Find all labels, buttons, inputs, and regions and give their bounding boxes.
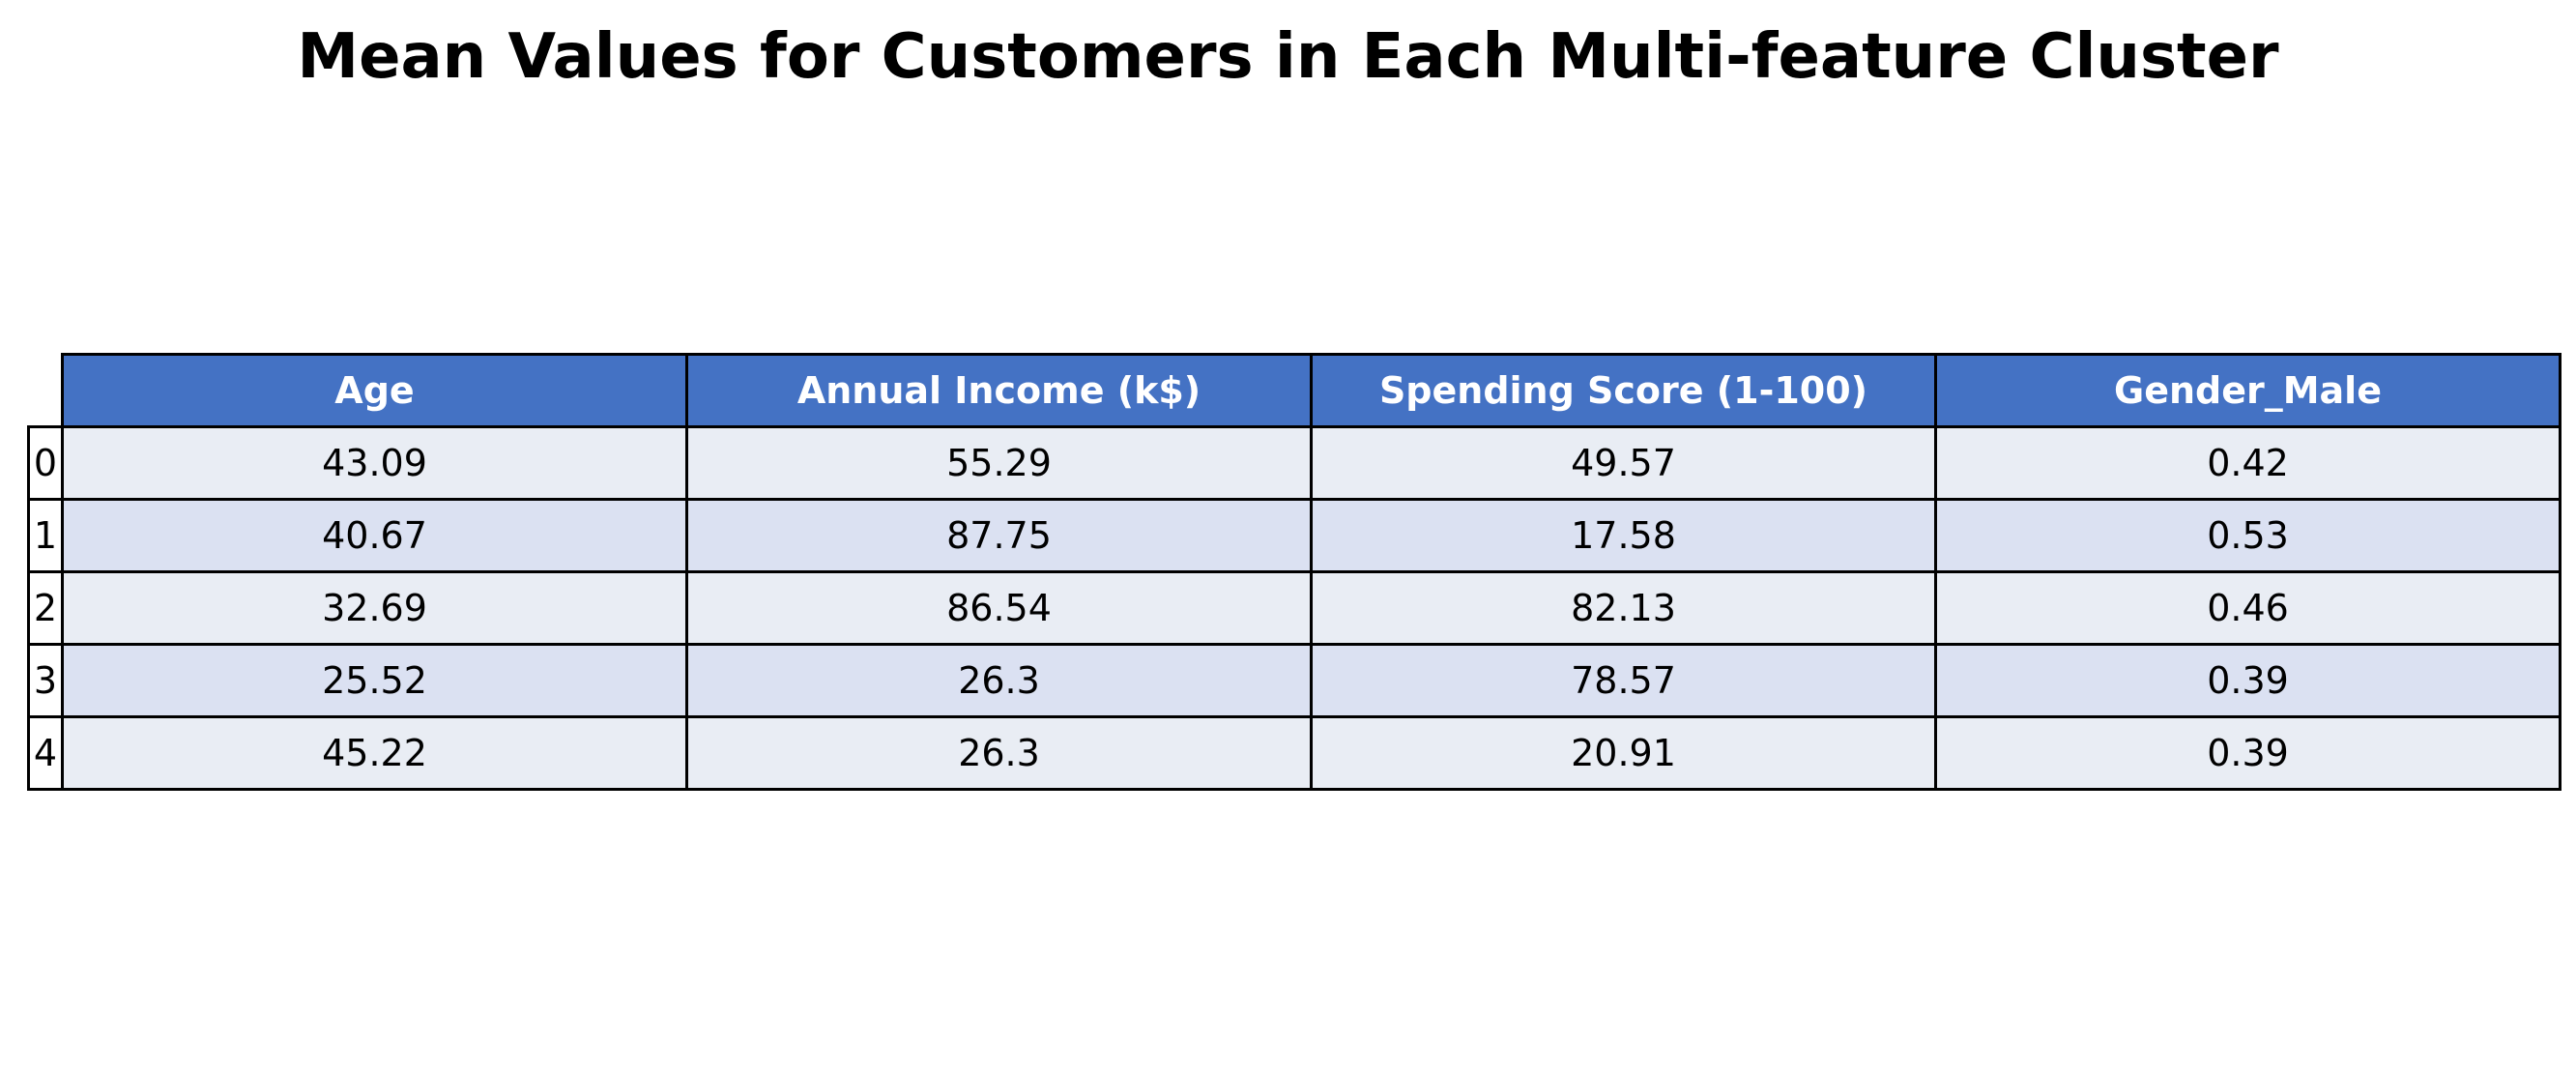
cell-spending-score: 49.57 bbox=[1310, 425, 1937, 501]
cell-age: 45.22 bbox=[61, 715, 688, 791]
corner-cell bbox=[29, 355, 63, 427]
table-row: 2 32.69 86.54 82.13 0.46 bbox=[27, 570, 2562, 646]
cell-annual-income: 26.3 bbox=[685, 715, 1313, 791]
table-row: 3 25.52 26.3 78.57 0.39 bbox=[27, 643, 2562, 718]
row-label: 0 bbox=[27, 425, 64, 501]
column-header-spending-score: Spending Score (1-100) bbox=[1310, 353, 1937, 428]
cell-gender-male: 0.39 bbox=[1934, 643, 2562, 718]
cell-annual-income: 26.3 bbox=[685, 643, 1313, 718]
cell-gender-male: 0.53 bbox=[1934, 498, 2562, 573]
cell-gender-male: 0.39 bbox=[1934, 715, 2562, 791]
cell-annual-income: 87.75 bbox=[685, 498, 1313, 573]
cell-spending-score: 20.91 bbox=[1310, 715, 1937, 791]
cluster-means-table: Age Annual Income (k$) Spending Score (1… bbox=[27, 353, 2562, 791]
row-label: 3 bbox=[27, 643, 64, 718]
column-header-annual-income: Annual Income (k$) bbox=[685, 353, 1313, 428]
table-row: 1 40.67 87.75 17.58 0.53 bbox=[27, 498, 2562, 573]
row-label: 2 bbox=[27, 570, 64, 646]
cell-gender-male: 0.46 bbox=[1934, 570, 2562, 646]
cell-age: 40.67 bbox=[61, 498, 688, 573]
cell-gender-male: 0.42 bbox=[1934, 425, 2562, 501]
cell-spending-score: 78.57 bbox=[1310, 643, 1937, 718]
cell-age: 43.09 bbox=[61, 425, 688, 501]
cell-spending-score: 17.58 bbox=[1310, 498, 1937, 573]
cell-annual-income: 55.29 bbox=[685, 425, 1313, 501]
table-row: 4 45.22 26.3 20.91 0.39 bbox=[27, 715, 2562, 791]
table-row: 0 43.09 55.29 49.57 0.42 bbox=[27, 425, 2562, 501]
column-header-age: Age bbox=[61, 353, 688, 428]
cell-age: 32.69 bbox=[61, 570, 688, 646]
row-label: 4 bbox=[27, 715, 64, 791]
column-header-gender-male: Gender_Male bbox=[1934, 353, 2562, 428]
header-row: Age Annual Income (k$) Spending Score (1… bbox=[29, 353, 2562, 428]
row-label: 1 bbox=[27, 498, 64, 573]
chart-title: Mean Values for Customers in Each Multi-… bbox=[297, 21, 2279, 93]
cell-age: 25.52 bbox=[61, 643, 688, 718]
cell-annual-income: 86.54 bbox=[685, 570, 1313, 646]
cell-spending-score: 82.13 bbox=[1310, 570, 1937, 646]
